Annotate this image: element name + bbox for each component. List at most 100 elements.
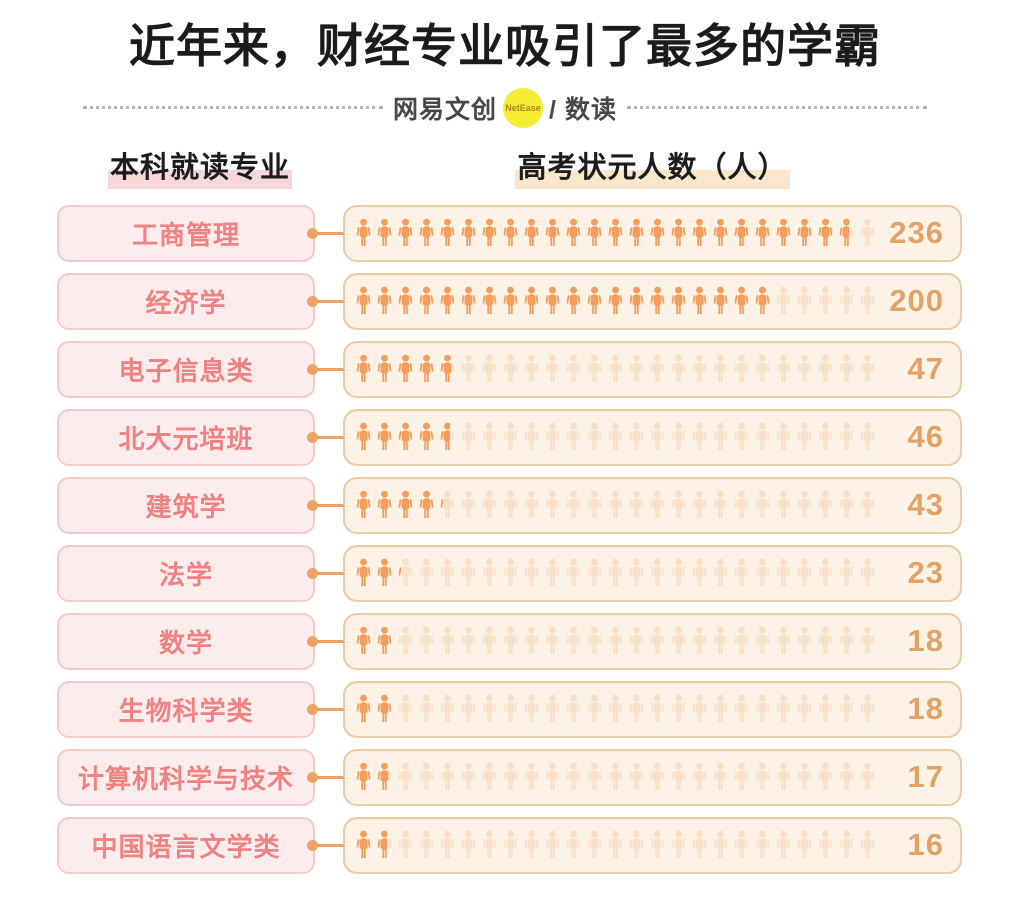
person-icon xyxy=(668,346,689,392)
person-icon xyxy=(542,346,563,392)
person-icon xyxy=(584,822,605,868)
person-icon xyxy=(836,754,857,800)
person-icon xyxy=(626,346,647,392)
person-icon xyxy=(416,550,437,596)
person-icon xyxy=(815,686,836,732)
person-icon xyxy=(710,346,731,392)
person-icon xyxy=(836,210,857,256)
person-icon xyxy=(731,822,752,868)
connector-dot-icon xyxy=(307,431,318,443)
person-icon xyxy=(416,346,437,392)
person-icon xyxy=(752,618,773,664)
person-icon xyxy=(605,346,626,392)
person-icon xyxy=(815,754,836,800)
person-icon xyxy=(689,414,710,460)
person-icon xyxy=(647,618,668,664)
person-icon xyxy=(563,618,584,664)
person-icon xyxy=(857,346,878,392)
person-icon xyxy=(857,686,878,732)
person-icon xyxy=(668,414,689,460)
person-icon xyxy=(668,822,689,868)
person-icon xyxy=(563,414,584,460)
person-icon xyxy=(437,686,458,732)
person-icon xyxy=(479,754,500,800)
person-icon xyxy=(731,414,752,460)
category-label: 建筑学 xyxy=(145,491,227,522)
category-label: 经济学 xyxy=(145,287,227,318)
person-icon xyxy=(395,822,416,868)
person-icon xyxy=(437,618,458,664)
person-icon xyxy=(416,686,437,732)
category-label: 工商管理 xyxy=(131,219,240,250)
category-label: 数学 xyxy=(158,627,213,658)
person-icon xyxy=(668,210,689,256)
person-icon xyxy=(752,754,773,800)
value-label: 18 xyxy=(907,691,944,726)
person-icon xyxy=(458,278,479,324)
pictogram-bar: 18 xyxy=(343,612,962,670)
person-icon xyxy=(836,482,857,528)
pictogram-bar: 200 xyxy=(343,272,962,330)
person-icon xyxy=(395,346,416,392)
person-icon xyxy=(479,618,500,664)
person-icons xyxy=(353,686,878,732)
person-icon xyxy=(353,686,374,732)
person-icon xyxy=(710,754,731,800)
person-icon xyxy=(479,278,500,324)
person-icons xyxy=(353,210,878,256)
person-icon xyxy=(458,822,479,868)
person-icon xyxy=(857,550,878,596)
person-icon xyxy=(416,414,437,460)
person-icon xyxy=(857,754,878,800)
person-icon xyxy=(458,550,479,596)
person-icon xyxy=(521,346,542,392)
person-icon xyxy=(437,822,458,868)
person-icon xyxy=(521,754,542,800)
person-icon xyxy=(668,550,689,596)
person-icon xyxy=(731,278,752,324)
pictogram-bar: 47 xyxy=(343,340,962,398)
person-icon xyxy=(458,210,479,256)
value-label: 47 xyxy=(907,351,944,386)
person-icon xyxy=(626,414,647,460)
person-icon xyxy=(857,618,878,664)
chart-row: 中国语言文学类 16 xyxy=(57,816,962,874)
person-icon xyxy=(605,822,626,868)
person-icon xyxy=(458,482,479,528)
person-icon xyxy=(374,210,395,256)
person-icon xyxy=(605,618,626,664)
brand-row: 网易文创 NetEase / 数读 xyxy=(0,87,1010,128)
person-icon xyxy=(710,210,731,256)
person-icon xyxy=(815,822,836,868)
person-icon xyxy=(437,346,458,392)
person-icon xyxy=(710,278,731,324)
category-label-box: 法学 xyxy=(57,544,315,602)
page-title: 近年来，财经专业吸引了最多的学霸 xyxy=(129,20,881,72)
connector xyxy=(307,273,344,330)
person-icon xyxy=(647,686,668,732)
person-icon xyxy=(773,210,794,256)
person-icon xyxy=(374,346,395,392)
connector-line xyxy=(311,231,344,235)
category-label-box: 北大元培班 xyxy=(57,408,315,466)
person-icon xyxy=(668,618,689,664)
person-icon xyxy=(710,822,731,868)
person-icon xyxy=(542,686,563,732)
person-icon xyxy=(500,414,521,460)
person-icon xyxy=(521,618,542,664)
person-icon xyxy=(458,346,479,392)
pictogram-bar: 46 xyxy=(343,408,962,466)
person-icon xyxy=(857,822,878,868)
person-icon xyxy=(752,210,773,256)
value-label: 43 xyxy=(907,487,944,522)
person-icon xyxy=(374,278,395,324)
person-icon xyxy=(437,278,458,324)
person-icon xyxy=(605,278,626,324)
person-icon xyxy=(773,618,794,664)
person-icon xyxy=(773,414,794,460)
person-icon xyxy=(731,346,752,392)
column-headers: 本科就读专业 高考状元人数（人） xyxy=(0,143,1010,189)
connector xyxy=(307,613,344,670)
person-icon xyxy=(437,210,458,256)
